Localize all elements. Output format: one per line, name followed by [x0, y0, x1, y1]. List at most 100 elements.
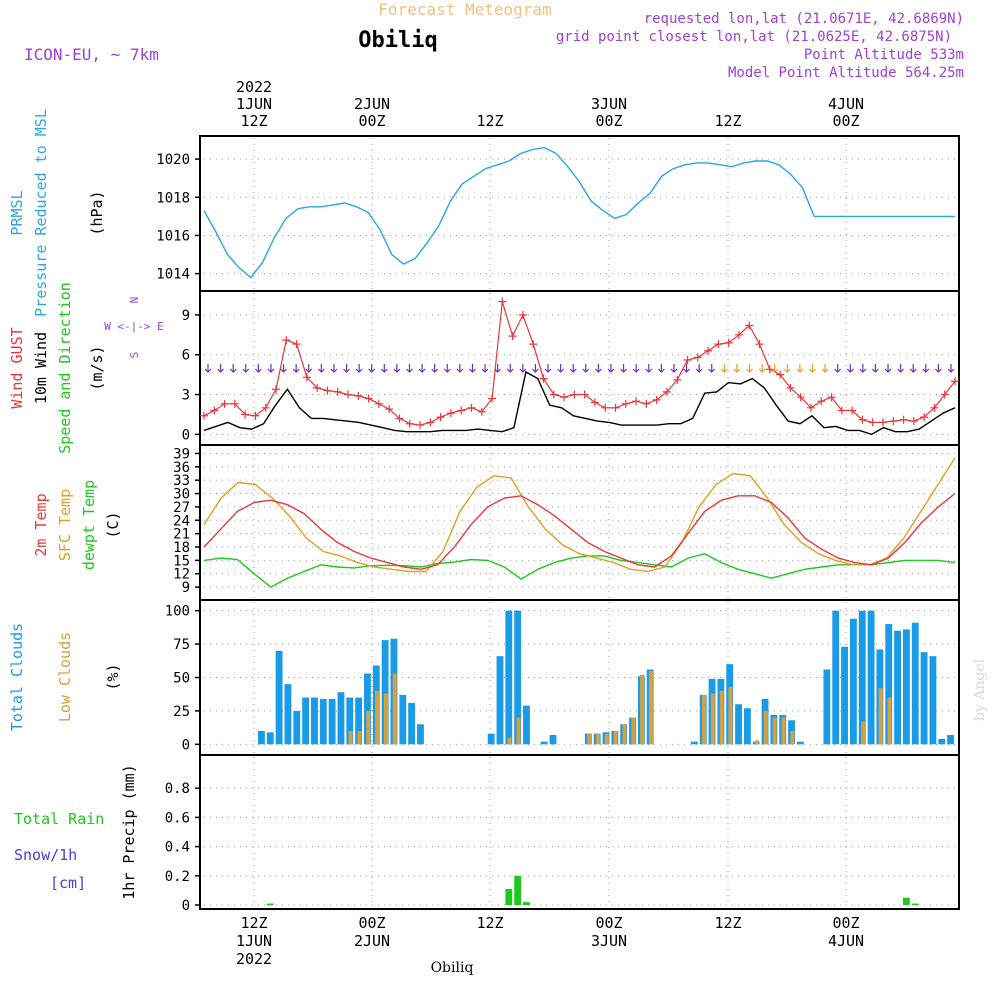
y-tick-label: 12 — [173, 567, 190, 583]
wind-direction-arrow — [519, 364, 527, 373]
wind-direction-arrow — [846, 364, 854, 373]
wind-label-3: Speed and Direction — [56, 282, 74, 454]
gust-marker — [714, 340, 723, 349]
wind-direction-arrow — [746, 364, 753, 373]
gust-marker — [673, 375, 682, 384]
y-tick-label: 0.6 — [165, 810, 190, 826]
y-tick-label: 1020 — [156, 152, 190, 168]
gust-marker — [848, 406, 857, 415]
low-cloud-bar — [719, 690, 724, 745]
low-cloud-bar — [357, 730, 362, 745]
wind-direction-arrow — [594, 364, 602, 373]
wind-direction-arrow — [783, 364, 791, 373]
gust-marker — [560, 393, 569, 402]
gust-marker — [755, 340, 764, 349]
precip-label-1: Total Rain — [14, 810, 104, 828]
wind-direction-arrow — [809, 364, 816, 373]
wind-direction-arrow — [406, 364, 413, 373]
temp-2m-line — [203, 492, 956, 571]
low-cloud-bar — [366, 710, 371, 745]
total-cloud-bar — [858, 610, 866, 745]
wind-direction-arrow — [708, 364, 716, 373]
low-cloud-bar — [507, 737, 512, 745]
wind-direction-arrow — [771, 364, 779, 373]
gust-marker — [467, 403, 476, 412]
y-tick-label: 25 — [173, 704, 190, 720]
gust-marker — [539, 374, 548, 383]
clouds-label-2: Low Clouds — [56, 632, 74, 722]
total-cloud-bar — [841, 646, 848, 745]
y-tick-label: 50 — [173, 671, 190, 687]
total-cloud-bar — [266, 732, 274, 745]
wind-direction-arrow — [254, 364, 262, 373]
y-tick-label: 3 — [182, 388, 190, 404]
bottom-day-label: 1JUN — [236, 932, 272, 950]
gust-marker — [374, 399, 383, 408]
gust-marker — [272, 385, 281, 394]
rain-bar — [505, 888, 513, 905]
total-cloud-bar — [947, 734, 954, 745]
wind-direction-arrow — [720, 364, 728, 373]
total-cloud-bar — [258, 730, 265, 745]
y-tick-label: 0 — [182, 898, 190, 914]
wind-unit: (m/s) — [88, 345, 106, 390]
gust-marker — [642, 399, 651, 408]
total-cloud-bar — [293, 710, 301, 745]
forecast-title: Forecast Meteogram — [378, 0, 551, 19]
gust-marker — [313, 383, 322, 392]
bottom-day-label: 3JUN — [591, 932, 627, 950]
total-cloud-bar — [311, 697, 318, 745]
low-cloud-bar — [763, 710, 768, 745]
total-cloud-bar — [796, 741, 804, 745]
wind-direction-arrow — [569, 364, 577, 373]
gust-marker — [889, 417, 898, 426]
wind-direction-arrow — [796, 364, 804, 373]
gust-marker — [951, 377, 959, 386]
gust-marker — [806, 403, 815, 412]
low-cloud-bar — [790, 730, 795, 745]
precip-axis-label: 1hr Precip (mm) — [120, 764, 138, 899]
total-cloud-bar — [505, 610, 513, 745]
pressure-panel-frame — [199, 135, 960, 292]
wind-direction-arrow — [330, 364, 338, 373]
bottom-hour-label: 12Z — [476, 914, 503, 932]
low-cloud-bar — [648, 670, 653, 745]
bottom-time-axis: 12Z 1JUN 2022 00Z 2JUN 12Z 00Z 3JUN 12Z … — [236, 914, 864, 968]
top-hour-label: 12Z — [240, 112, 267, 130]
wind-label-2: 10m Wind — [32, 332, 50, 404]
grid-point-coords: grid point closest lon,lat (21.0625E, 42… — [556, 29, 952, 45]
gust-marker — [436, 413, 445, 422]
gust-marker — [590, 398, 599, 407]
low-cloud-bar — [604, 733, 609, 745]
low-cloud-bar — [772, 717, 777, 745]
pressure-line — [203, 146, 955, 279]
gust-marker — [210, 406, 219, 415]
gust-marker — [333, 387, 342, 396]
low-cloud-bar — [728, 686, 733, 745]
total-cloud-bar — [885, 624, 893, 745]
wind-speed-line — [203, 370, 956, 436]
bottom-hour-label: 12Z — [240, 914, 267, 932]
wind-labels: Wind GUST 10m Wind Speed and Direction (… — [8, 282, 164, 454]
gust-marker — [745, 321, 754, 330]
wind-direction-arrow — [657, 364, 665, 373]
wind-direction-arrow — [431, 364, 439, 373]
y-tick-label: 1016 — [156, 228, 190, 244]
low-cloud-bar — [613, 730, 618, 745]
point-altitude: Point Altitude 533m — [804, 47, 964, 63]
total-cloud-bar — [929, 656, 937, 745]
gust-marker — [909, 417, 918, 426]
y-tick-label: 24 — [173, 513, 190, 529]
y-tick-label: 39 — [173, 446, 190, 462]
gust-marker — [570, 390, 579, 399]
wind-direction-arrow — [317, 364, 325, 373]
total-cloud-bar — [743, 708, 751, 745]
top-hour-label: 00Z — [595, 112, 622, 130]
wind-direction-arrow — [607, 364, 615, 373]
compass-s: S — [128, 352, 141, 359]
low-cloud-bar — [392, 673, 397, 745]
bottom-day-label: 4JUN — [828, 932, 864, 950]
low-cloud-bar — [375, 690, 380, 745]
rain-bar — [911, 903, 919, 906]
total-cloud-bar — [319, 698, 327, 745]
